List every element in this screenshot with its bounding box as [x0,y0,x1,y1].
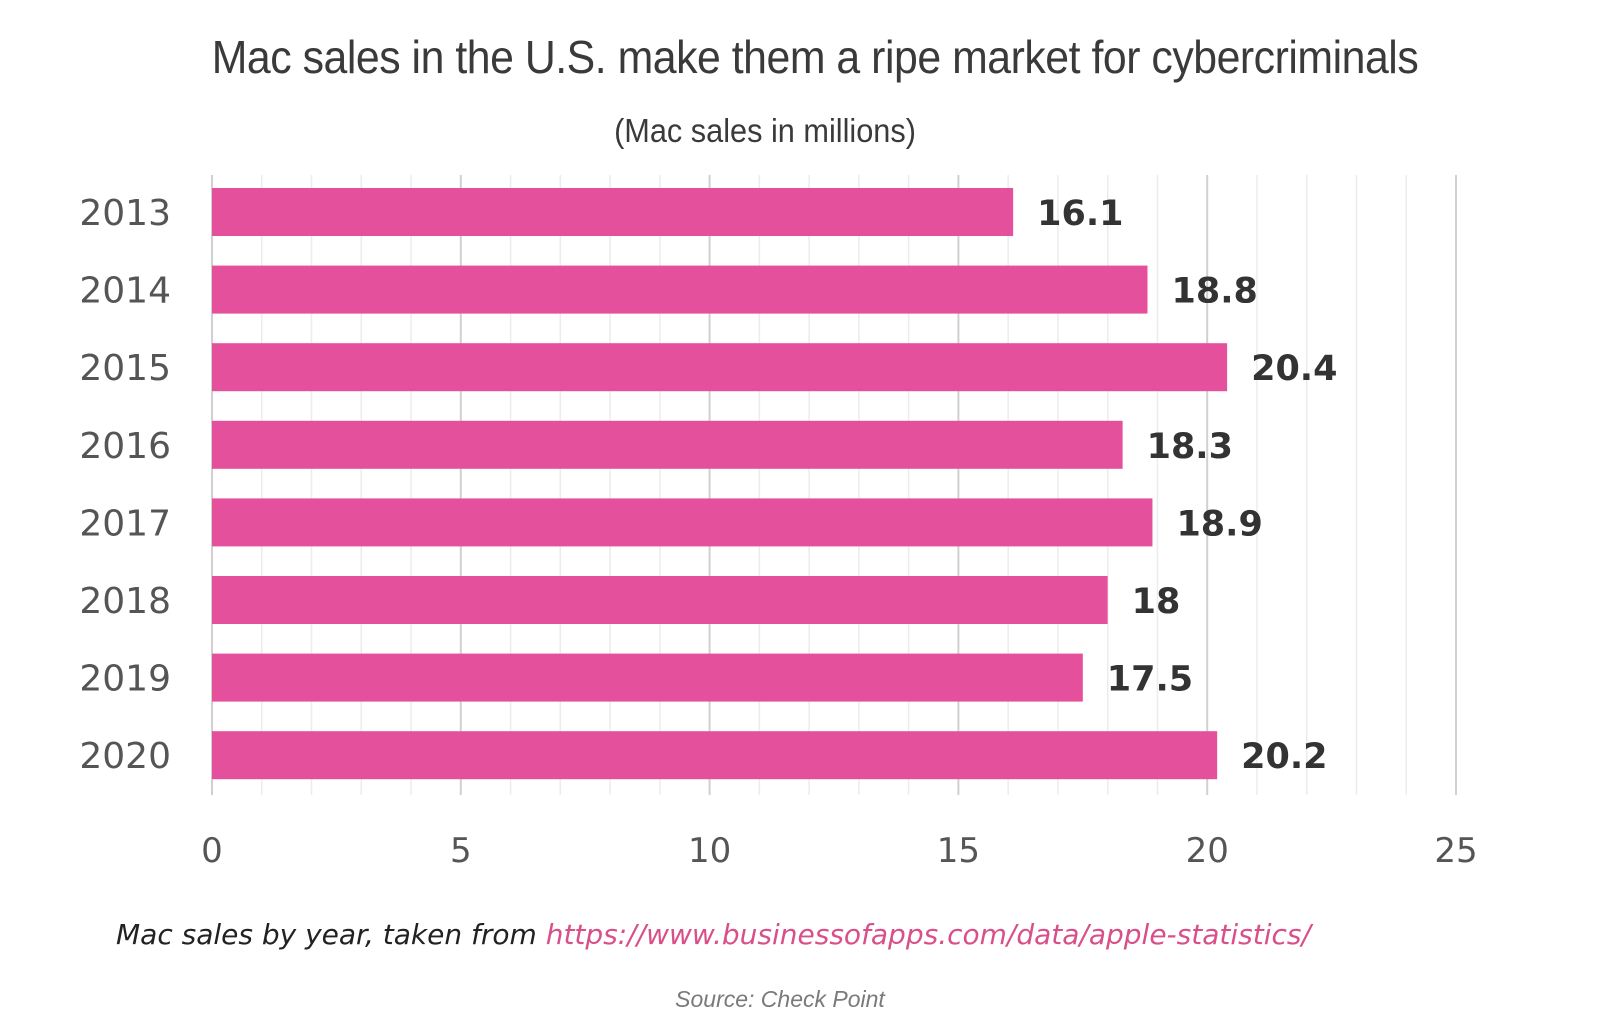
x-tick-label: 20 [1186,831,1229,871]
data-label: 20.2 [1241,737,1327,777]
bar [212,343,1228,392]
bar [212,653,1083,702]
bar [212,265,1148,314]
x-tick-label: 25 [1434,831,1477,871]
data-label: 18 [1132,582,1181,622]
y-category-label: 2017 [79,503,171,544]
y-category-label: 2016 [79,426,171,467]
bar [212,731,1218,780]
data-label: 16.1 [1037,194,1123,234]
bar [212,188,1014,236]
x-tick-label: 0 [201,831,223,871]
x-tick-label: 15 [937,831,980,871]
labels-layer: 0 5 10 15 20 25 2013 16.1 2014 18.8 2015 20.4 2016 18… [79,193,1477,871]
x-tick-label: 10 [688,831,731,871]
caption-text: Mac sales by year, taken from [116,918,546,951]
data-label: 18.9 [1176,504,1262,544]
data-label: 20.4 [1251,349,1337,389]
chart-subtitle: (Mac sales in millions) [614,112,916,149]
y-category-label: 2014 [79,271,171,312]
bar [212,576,1108,624]
y-category-label: 2019 [79,659,171,700]
x-tick-label: 5 [450,831,472,871]
chart-caption: Mac sales by year, taken from https://ww… [116,918,1311,951]
y-category-label: 2015 [79,348,171,389]
y-category-label: 2018 [79,581,171,622]
y-category-label: 2020 [79,736,171,777]
data-label: 18.8 [1171,272,1257,312]
y-category-label: 2013 [79,193,171,234]
bar [212,420,1123,469]
caption-link[interactable]: https://www.businessofapps.com/data/appl… [545,918,1311,951]
bar-chart: 0 5 10 15 20 25 2013 16.1 2014 18.8 2015 20.4 2016 18… [79,175,1478,871]
data-label: 18.3 [1147,427,1233,467]
data-label: 17.5 [1107,660,1193,700]
source-note: Source: Check Point [675,986,885,1012]
chart-title: Mac sales in the U.S. make them a ripe m… [211,31,1419,83]
bars-layer [212,188,1228,780]
bar [212,498,1153,547]
